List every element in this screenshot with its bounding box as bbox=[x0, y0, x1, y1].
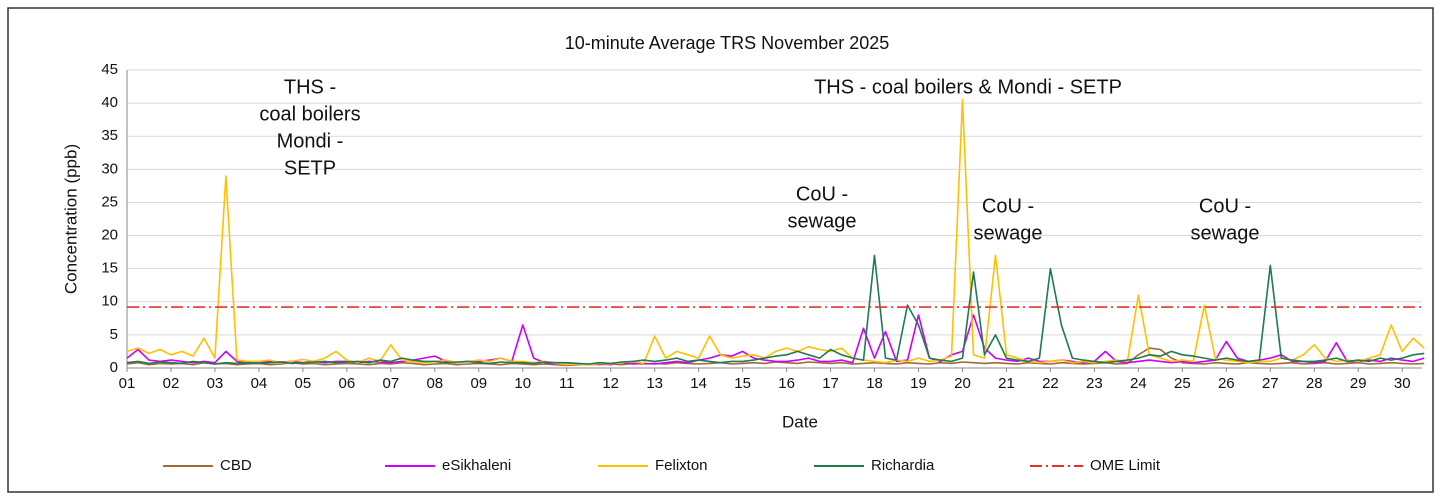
annotation: coal boilers bbox=[259, 103, 360, 125]
x-tick-label: 07 bbox=[382, 375, 399, 392]
x-tick-label: 19 bbox=[910, 375, 927, 392]
x-tick-label: 02 bbox=[163, 375, 180, 392]
x-axis-label: Date bbox=[782, 412, 818, 431]
x-tick-label: 10 bbox=[514, 375, 531, 392]
annotation: sewage bbox=[1191, 222, 1260, 244]
y-tick-label: 20 bbox=[101, 227, 118, 244]
annotation: CoU - bbox=[796, 183, 848, 205]
legend-label: CBD bbox=[220, 457, 252, 474]
y-tick-label: 5 bbox=[110, 326, 118, 343]
y-tick-label: 40 bbox=[101, 94, 118, 111]
x-tick-label: 28 bbox=[1306, 375, 1323, 392]
y-tick-label: 45 bbox=[101, 61, 118, 78]
annotation: CoU - bbox=[982, 195, 1034, 217]
x-tick-label: 23 bbox=[1086, 375, 1103, 392]
frame bbox=[7, 7, 1434, 493]
y-tick-label: 35 bbox=[101, 127, 118, 144]
legend-label: Richardia bbox=[871, 457, 935, 474]
x-tick-label: 15 bbox=[734, 375, 751, 392]
y-tick-label: 15 bbox=[101, 260, 118, 277]
y-tick-label: 10 bbox=[101, 293, 118, 310]
x-tick-label: 20 bbox=[954, 375, 971, 392]
x-tick-label: 06 bbox=[339, 375, 356, 392]
x-tick-label: 08 bbox=[426, 375, 443, 392]
x-tick-label: 26 bbox=[1218, 375, 1235, 392]
series-line bbox=[126, 254, 1425, 365]
x-tick-label: 25 bbox=[1174, 375, 1191, 392]
legend-label: OME Limit bbox=[1090, 457, 1161, 474]
chart-title: 10-minute Average TRS November 2025 bbox=[565, 33, 890, 53]
x-tick-label: 14 bbox=[690, 375, 707, 392]
y-tick-label: 0 bbox=[110, 359, 118, 376]
x-tick-label: 27 bbox=[1262, 375, 1279, 392]
annotation: CoU - bbox=[1199, 195, 1251, 217]
y-tick-label: 30 bbox=[101, 160, 118, 177]
y-axis-label: Concentration (ppb) bbox=[61, 144, 80, 294]
x-tick-label: 01 bbox=[119, 375, 136, 392]
x-tick-label: 21 bbox=[998, 375, 1015, 392]
annotation: THS - coal boilers & Mondi - SETP bbox=[814, 76, 1122, 98]
annotation: SETP bbox=[284, 157, 336, 179]
x-tick-label: 29 bbox=[1350, 375, 1367, 392]
x-tick-label: 05 bbox=[295, 375, 312, 392]
x-tick-label: 09 bbox=[470, 375, 487, 392]
x-tick-label: 13 bbox=[646, 375, 663, 392]
x-tick-label: 16 bbox=[778, 375, 795, 392]
x-tick-label: 04 bbox=[251, 375, 268, 392]
x-tick-label: 11 bbox=[559, 375, 575, 392]
series-line bbox=[126, 99, 1425, 366]
annotation: Mondi - bbox=[277, 130, 344, 152]
legend-label: Felixton bbox=[655, 457, 708, 474]
y-tick-label: 25 bbox=[101, 193, 118, 210]
series-line bbox=[126, 314, 1425, 366]
annotation: sewage bbox=[974, 222, 1043, 244]
x-tick-label: 24 bbox=[1130, 375, 1147, 392]
x-tick-label: 03 bbox=[207, 375, 224, 392]
x-tick-label: 30 bbox=[1394, 375, 1411, 392]
annotation: THS - bbox=[284, 76, 336, 98]
x-tick-label: 22 bbox=[1042, 375, 1059, 392]
x-tick-label: 18 bbox=[866, 375, 883, 392]
annotation: sewage bbox=[788, 210, 857, 232]
x-tick-label: 12 bbox=[602, 375, 619, 392]
legend-label: eSikhaleni bbox=[442, 457, 511, 474]
x-tick-label: 17 bbox=[822, 375, 839, 392]
